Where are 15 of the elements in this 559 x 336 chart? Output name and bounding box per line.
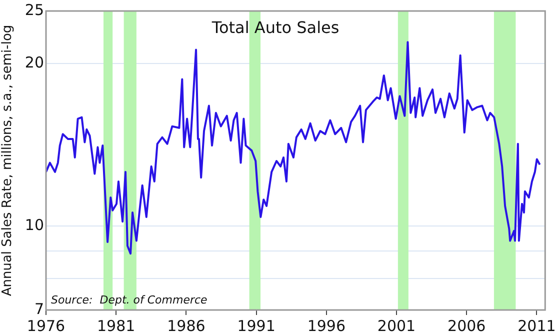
annotation: Source: Dept. of Commerce: [51, 293, 208, 306]
y-tick-label: 25: [24, 0, 44, 19]
x-tick-label: 1976: [26, 316, 66, 335]
y-tick-label: 7: [34, 300, 44, 318]
x-tick-label: 1986: [167, 316, 206, 335]
y-axis-title: Annual Sales Rate, millions, s.a., semi-log: [0, 24, 16, 296]
x-tick-label: 1991: [237, 316, 276, 335]
x-tick-label: 2001: [377, 316, 416, 335]
x-tick-label: 2011: [518, 316, 556, 335]
text: Total Auto Sales: [210, 18, 340, 38]
x-tick-label: 1996: [307, 316, 346, 335]
y-tick-label: 10: [24, 216, 44, 234]
x-tick-label: 2006: [448, 316, 486, 335]
y-tick-label: 20: [24, 53, 44, 72]
x-tick-label: 1981: [97, 316, 136, 335]
